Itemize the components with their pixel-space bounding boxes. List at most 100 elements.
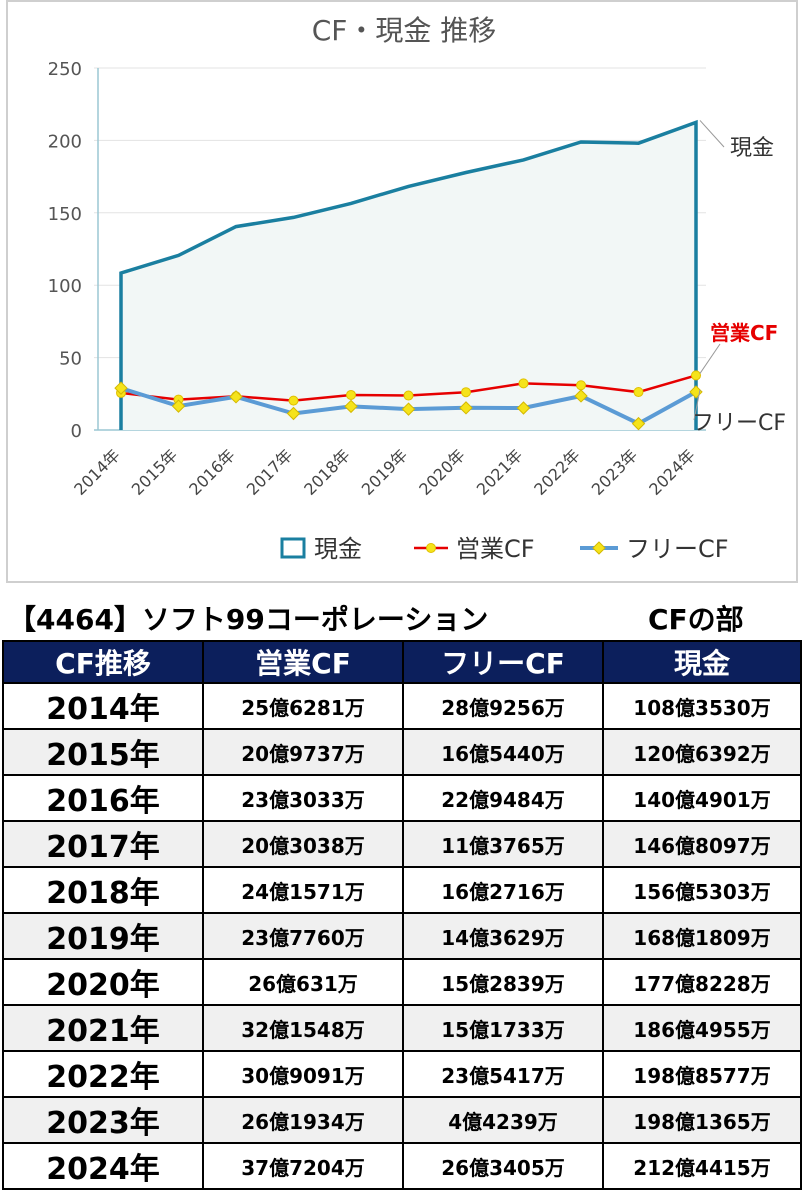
year-cell: 2018年 xyxy=(2,866,204,914)
header-free-cf: フリーCF xyxy=(402,640,604,684)
free-cf-cell: 23億5417万 xyxy=(402,1050,604,1098)
legend-label: フリーCF xyxy=(626,535,729,563)
table-row: 2016年 23億3033万 22億9484万 140億4901万 xyxy=(2,774,802,822)
legend-free-cf-marker xyxy=(592,541,606,555)
operating-cf-point xyxy=(518,378,529,389)
table-row: 2017年 20億3038万 11億3765万 146億8097万 xyxy=(2,820,802,868)
x-tick-label: 2018年 xyxy=(300,445,354,499)
x-tick-label: 2016年 xyxy=(185,445,239,499)
year-cell: 2016年 xyxy=(2,774,204,822)
cash-end-label: 現金 xyxy=(730,136,774,161)
free-cf-cell: 4億4239万 xyxy=(402,1096,604,1144)
y-tick-label: 0 xyxy=(71,421,82,442)
x-tick-label: 2021年 xyxy=(473,445,527,499)
x-tick-label: 2015年 xyxy=(128,445,182,499)
legend-operating-cf-marker xyxy=(426,543,436,553)
year-cell: 2015年 xyxy=(2,728,204,776)
operating-cf-cell: 32億1548万 xyxy=(202,1004,404,1052)
table-row: 2015年 20億9737万 16億5440万 120億6392万 xyxy=(2,728,802,776)
operating-cf-cell: 24億1571万 xyxy=(202,866,404,914)
year-cell: 2020年 xyxy=(2,958,204,1006)
legend-label: 現金 xyxy=(314,535,362,563)
cash-cell: 156億5303万 xyxy=(602,866,802,914)
free-cf-cell: 14億3629万 xyxy=(402,912,604,960)
x-tick-label: 2020年 xyxy=(415,445,469,499)
free-cf-point xyxy=(114,381,128,395)
free-cf-point xyxy=(631,416,646,431)
free-cf-cell: 15億1733万 xyxy=(402,1004,604,1052)
cf-table: CF推移 営業CF フリーCF 現金 2014年 25億6281万 28億9256万… xyxy=(2,640,802,1190)
free-cf-point xyxy=(229,390,243,404)
legend-cash-swatch xyxy=(280,537,306,559)
table-row: 2022年 30億9091万 23億5417万 198億8577万 xyxy=(2,1050,802,1098)
x-tick-label: 2022年 xyxy=(530,445,584,499)
table-row: 2014年 25億6281万 28億9256万 108億3530万 xyxy=(2,682,802,730)
free-cf-cell: 28億9256万 xyxy=(402,682,604,730)
table-row: 2018年 24億1571万 16億2716万 156億5303万 xyxy=(2,866,802,914)
table-header-row: CF推移 営業CF フリーCF 現金 xyxy=(2,640,802,684)
operating-cf-cell: 26億631万 xyxy=(202,958,404,1006)
operating-cf-cell: 26億1934万 xyxy=(202,1096,404,1144)
section-title: CFの部 xyxy=(648,603,744,636)
year-cell: 2014年 xyxy=(2,682,204,730)
company-name: 【4464】ソフト99コーポレーション xyxy=(8,603,489,636)
year-cell: 2019年 xyxy=(2,912,204,960)
cash-cell: 120億6392万 xyxy=(602,728,802,776)
operating-cf-point xyxy=(576,380,586,391)
y-tick-label: 250 xyxy=(48,59,82,80)
cash-cell: 146億8097万 xyxy=(602,820,802,868)
cash-series-line xyxy=(119,119,698,430)
operating-cf-cell: 20億3038万 xyxy=(202,820,404,868)
year-cell: 2022年 xyxy=(2,1050,204,1098)
table-caption: 【4464】ソフト99コーポレーション CFの部 xyxy=(8,598,798,638)
cash-cell: 108億3530万 xyxy=(602,682,802,730)
free-cf-cell: 26億3405万 xyxy=(402,1142,604,1190)
chart-title: CF・現金 推移 xyxy=(312,14,497,47)
end-label-leader xyxy=(693,389,701,421)
operating-cf-point xyxy=(691,370,701,381)
x-tick-label: 2019年 xyxy=(358,445,412,499)
cash-area-fill xyxy=(121,122,696,431)
operating-cf-cell: 23億3033万 xyxy=(202,774,404,822)
cash-cell: 168億1809万 xyxy=(602,912,802,960)
operating-cf-cell: 37億7204万 xyxy=(202,1142,404,1190)
free-cf-cell: 15億2839万 xyxy=(402,958,604,1006)
operating-cf-point xyxy=(461,387,471,398)
free-cf-cell: 16億2716万 xyxy=(402,866,604,914)
cash-cell: 198億1365万 xyxy=(602,1096,802,1144)
x-tick-label: 2024年 xyxy=(645,445,699,499)
cash-cell: 140億4901万 xyxy=(602,774,802,822)
table-row: 2019年 23億7760万 14億3629万 168億1809万 xyxy=(2,912,802,960)
operating-cf-point xyxy=(633,387,644,398)
table-row: 2024年 37億7204万 26億3405万 212億4415万 xyxy=(2,1142,802,1190)
year-cell: 2017年 xyxy=(2,820,204,868)
operating-cf-cell: 25億6281万 xyxy=(202,682,404,730)
operating-cf-cell: 30億9091万 xyxy=(202,1050,404,1098)
chart-panel: CF・現金 推移 0 50 100 150 200 250 2014年 2015年 2016年 20… xyxy=(6,0,798,583)
header-cash: 現金 xyxy=(602,640,802,684)
free-cf-end-label: フリーCF xyxy=(692,411,786,436)
header-operating-cf: 営業CF xyxy=(202,640,404,684)
legend-label: 営業CF xyxy=(456,535,535,563)
y-tick-label: 200 xyxy=(48,131,82,152)
table-row: 2023年 26億1934万 4億4239万 198億1365万 xyxy=(2,1096,802,1144)
free-cf-point xyxy=(459,401,473,415)
x-tick-label: 2014年 xyxy=(70,445,124,499)
end-label-leader xyxy=(699,343,721,374)
operating-cf-cell: 23億7760万 xyxy=(202,912,404,960)
cash-cell: 177億8228万 xyxy=(602,958,802,1006)
year-cell: 2024年 xyxy=(2,1142,204,1190)
free-cf-cell: 22億9484万 xyxy=(402,774,604,822)
operating-cf-point xyxy=(346,389,356,400)
operating-cf-point xyxy=(403,390,414,401)
y-tick-label: 50 xyxy=(59,349,82,370)
free-cf-point xyxy=(574,389,588,403)
y-tick-label: 100 xyxy=(48,276,82,297)
free-cf-point xyxy=(286,406,301,421)
end-label-leader xyxy=(699,120,725,148)
cash-cell: 212億4415万 xyxy=(602,1142,802,1190)
cash-cell: 198億8577万 xyxy=(602,1050,802,1098)
free-cf-point xyxy=(401,402,416,416)
year-cell: 2021年 xyxy=(2,1004,204,1052)
